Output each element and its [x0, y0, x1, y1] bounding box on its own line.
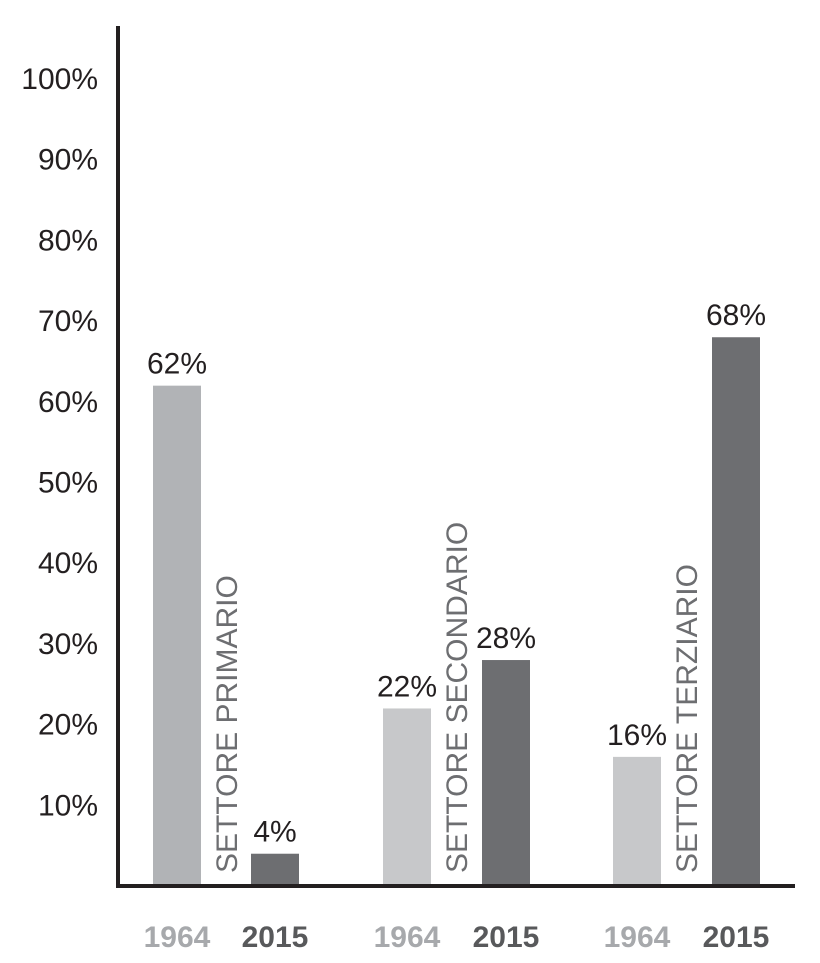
- bar-value-label: 16%: [607, 719, 667, 752]
- bar-settore-primario-1964: [153, 385, 201, 886]
- bar-settore-primario-2015: [251, 853, 299, 886]
- year-label: 1964: [144, 921, 211, 954]
- bar-settore-terziario-2015: [712, 337, 760, 886]
- bars: [153, 337, 760, 886]
- category-label: SETTORE TERZIARIO: [671, 564, 704, 873]
- y-tick-label: 20%: [38, 709, 98, 742]
- y-tick-label: 40%: [38, 547, 98, 580]
- y-tick-label: 50%: [38, 467, 98, 500]
- y-tick-label: 60%: [38, 386, 98, 419]
- y-tick-label: 10%: [38, 789, 98, 822]
- bar-settore-secondario-2015: [482, 660, 530, 886]
- bar-value-label: 68%: [706, 299, 766, 332]
- y-tick-label: 90%: [38, 144, 98, 177]
- category-label: SETTORE PRIMARIO: [211, 575, 244, 873]
- y-tick-label: 100%: [21, 63, 98, 96]
- bar-settore-secondario-1964: [383, 708, 431, 886]
- year-label: 2015: [473, 921, 540, 954]
- y-axis-ticks: 10% 20% 30% 40% 50% 60% 70% 80% 90% 100%: [21, 63, 98, 822]
- category-labels: SETTORE PRIMARIO SETTORE SECONDARIO SETTOR…: [211, 522, 704, 873]
- category-label: SETTORE SECONDARIO: [441, 522, 474, 873]
- year-labels: 1964 2015 1964 2015 1964 2015: [144, 921, 770, 954]
- year-label: 2015: [703, 921, 770, 954]
- year-label: 1964: [604, 921, 671, 954]
- bar-value-label: 4%: [253, 816, 296, 849]
- bar-value-label: 28%: [476, 622, 536, 655]
- y-tick-label: 70%: [38, 305, 98, 338]
- bar-value-label: 62%: [147, 348, 207, 381]
- y-tick-label: 30%: [38, 628, 98, 661]
- year-label: 2015: [242, 921, 309, 954]
- y-tick-label: 80%: [38, 224, 98, 257]
- value-labels: 62% 4% 22% 28% 16% 68%: [147, 299, 766, 848]
- year-label: 1964: [374, 921, 441, 954]
- bar-settore-terziario-1964: [613, 756, 661, 886]
- bar-value-label: 22%: [377, 670, 437, 703]
